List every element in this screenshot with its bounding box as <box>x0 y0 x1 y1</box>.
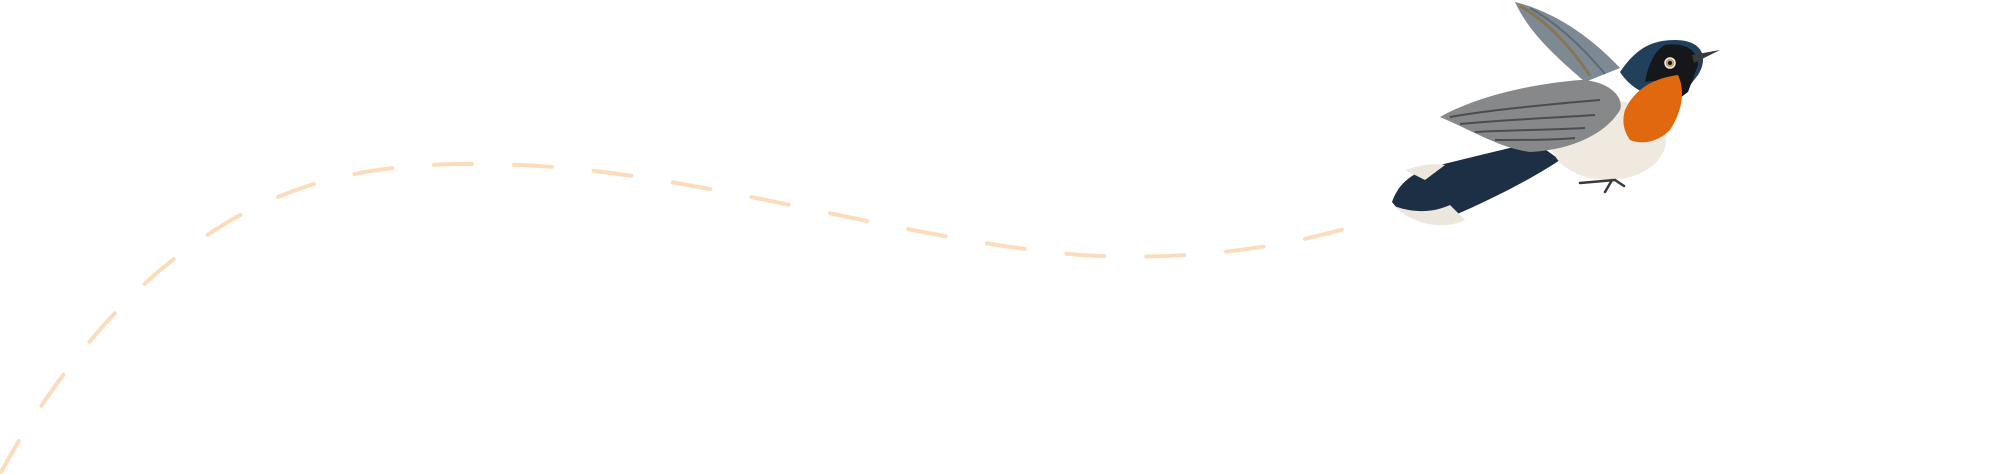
bird-throat <box>1623 75 1682 143</box>
bird-illustration <box>1392 2 1720 226</box>
bird-tail-tips <box>1394 205 1465 226</box>
bird-legs <box>1578 178 1626 194</box>
bird-face-mask <box>1645 44 1698 98</box>
bird-beak <box>1692 50 1720 63</box>
bird-lower-wing <box>1440 80 1621 152</box>
bird-tail <box>1392 142 1560 221</box>
dashed-flight-path <box>0 161 1357 474</box>
